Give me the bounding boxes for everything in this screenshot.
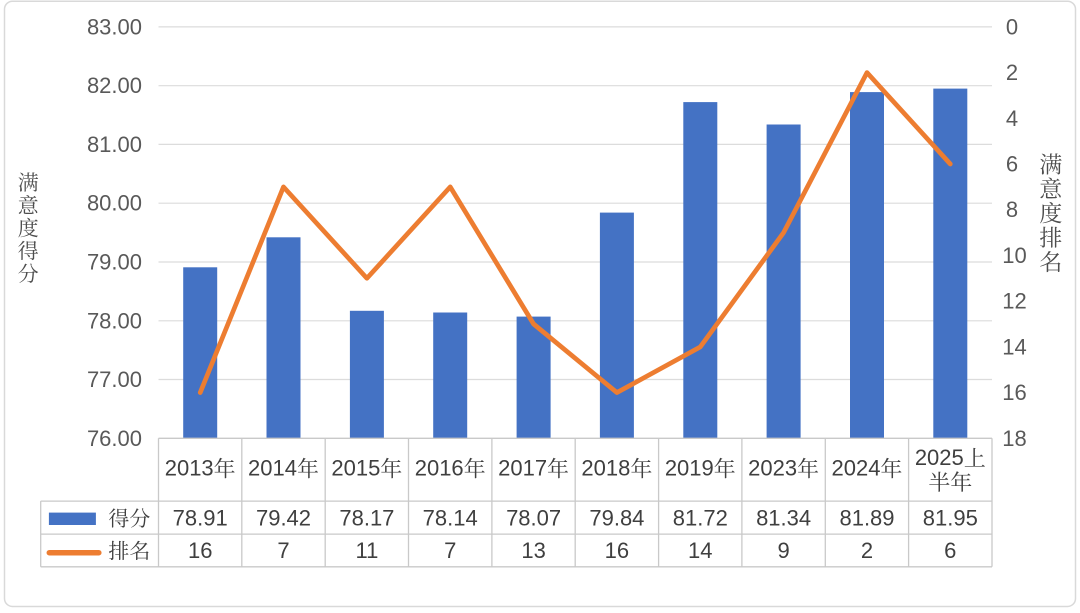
svg-text:14: 14 — [688, 538, 712, 563]
svg-text:7: 7 — [444, 538, 456, 563]
svg-text:10: 10 — [1002, 243, 1026, 268]
svg-text:9: 9 — [777, 538, 789, 563]
svg-text:2014: 2014 — [248, 456, 297, 481]
svg-text:11: 11 — [355, 538, 378, 563]
svg-text:81.95: 81.95 — [923, 506, 978, 531]
svg-text:0: 0 — [1006, 14, 1018, 39]
svg-text:8: 8 — [1006, 197, 1018, 222]
svg-text:77.00: 77.00 — [87, 367, 142, 392]
svg-text:79.84: 79.84 — [589, 506, 644, 531]
svg-text:2: 2 — [861, 538, 873, 563]
svg-text:6: 6 — [1006, 152, 1018, 177]
svg-text:2015: 2015 — [331, 456, 380, 481]
svg-text:81.72: 81.72 — [673, 506, 728, 531]
svg-text:80.00: 80.00 — [87, 191, 142, 216]
svg-text:2: 2 — [1006, 60, 1018, 85]
svg-text:82.00: 82.00 — [87, 73, 142, 98]
svg-text:16: 16 — [1002, 380, 1026, 405]
svg-text:78.00: 78.00 — [87, 308, 142, 333]
svg-text:2016: 2016 — [415, 456, 464, 481]
svg-text:6: 6 — [944, 538, 956, 563]
svg-text:81.00: 81.00 — [87, 132, 142, 157]
svg-text:79.00: 79.00 — [87, 250, 142, 275]
svg-text:18: 18 — [1002, 426, 1026, 451]
svg-text:2017: 2017 — [498, 456, 547, 481]
svg-text:83.00: 83.00 — [87, 14, 142, 39]
svg-text:12: 12 — [1002, 289, 1026, 314]
svg-text:16: 16 — [188, 538, 212, 563]
svg-text:2024: 2024 — [832, 456, 881, 481]
svg-text:14: 14 — [1002, 334, 1026, 359]
svg-text:78.91: 78.91 — [173, 506, 228, 531]
svg-text:81.89: 81.89 — [839, 506, 894, 531]
svg-text:2023: 2023 — [748, 456, 797, 481]
svg-text:78.17: 78.17 — [339, 506, 394, 531]
svg-text:2013: 2013 — [165, 456, 214, 481]
svg-text:78.14: 78.14 — [423, 506, 478, 531]
svg-text:16: 16 — [605, 538, 629, 563]
svg-text:2019: 2019 — [665, 456, 714, 481]
svg-text:78.07: 78.07 — [506, 506, 561, 531]
svg-text:13: 13 — [521, 538, 545, 563]
svg-text:79.42: 79.42 — [256, 506, 311, 531]
svg-text:4: 4 — [1006, 106, 1018, 131]
svg-text:2018: 2018 — [581, 456, 630, 481]
svg-text:81.34: 81.34 — [756, 506, 811, 531]
svg-text:7: 7 — [277, 538, 289, 563]
svg-text:2025: 2025 — [915, 445, 964, 470]
svg-text:76.00: 76.00 — [87, 426, 142, 451]
